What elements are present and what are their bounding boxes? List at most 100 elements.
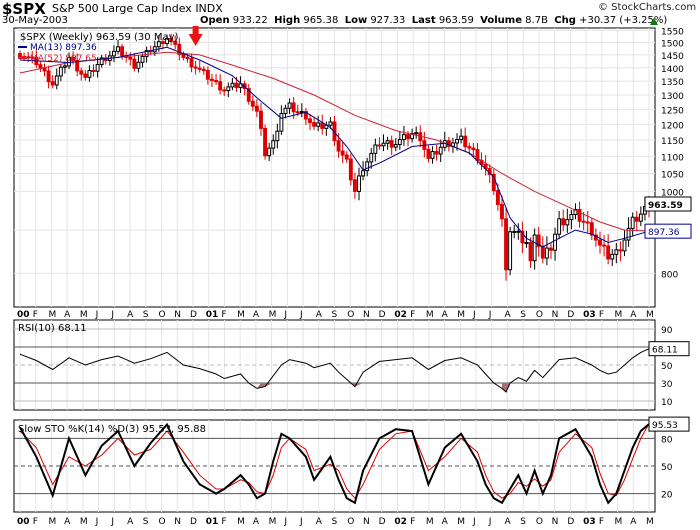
candle-body [504, 218, 508, 271]
x-tick-label: F [221, 517, 226, 527]
candle-body [87, 70, 92, 78]
rsi-last-label: 68.11 [652, 346, 678, 356]
sto-tick-label: 20 [661, 491, 673, 501]
stockcharts-brand[interactable]: © StockCharts.com [598, 2, 697, 13]
candle-body [389, 140, 394, 148]
y-tick-label: 1350 [661, 78, 684, 88]
candle-body [140, 55, 145, 63]
candle-body [430, 151, 435, 159]
candle-body [165, 38, 169, 45]
candle-body [222, 89, 227, 92]
up-triangle-icon [650, 18, 658, 25]
x-tick-label: A [316, 517, 323, 527]
candle-body [455, 139, 459, 144]
candle-body [275, 130, 280, 142]
last-value: 963.59 [438, 15, 474, 26]
volume-label: Volume [480, 15, 522, 26]
x-tick-label: M [646, 310, 654, 320]
x-tick-label: O [536, 310, 543, 320]
candle-body [181, 53, 186, 58]
x-tick-label: F [599, 517, 604, 527]
candle-body [189, 58, 194, 68]
candle-body [79, 70, 84, 75]
candle-body [128, 56, 133, 60]
x-tick-label: 01 [206, 310, 219, 320]
x-tick-label: A [504, 310, 511, 320]
candle-body [381, 142, 386, 147]
x-tick-label: N [363, 310, 370, 320]
x-tick-label: J [299, 310, 303, 320]
x-tick-label: A [64, 517, 71, 527]
candle-body [156, 41, 161, 48]
x-tick-label: J [95, 517, 99, 527]
candle-body [471, 147, 476, 151]
candle-body [540, 245, 545, 259]
y-tick-label: 1500 [661, 39, 684, 49]
candle-body [308, 118, 312, 124]
x-tick-label: A [253, 310, 260, 320]
y-tick-label: 1150 [661, 137, 684, 147]
y-tick-label: 1100 [661, 153, 684, 163]
x-tick-label: M [426, 310, 434, 320]
chg-label: Chg [554, 15, 576, 26]
candle-body [312, 122, 317, 127]
candle-body [328, 121, 333, 126]
chg-value: +30.37 (+3.25%) [579, 15, 668, 26]
candle-body [528, 242, 533, 262]
candle-body [283, 107, 288, 115]
x-tick-label: S [143, 310, 149, 320]
candle-body [618, 249, 623, 252]
x-tick-label: J [488, 517, 492, 527]
x-tick-label: A [253, 517, 260, 527]
date-label: 30-May-2003 [2, 15, 68, 26]
ma13-last-label: 897.36 [648, 228, 680, 238]
x-tick-label: A [504, 517, 511, 527]
candle-body [30, 56, 35, 59]
open-label: Open [200, 15, 230, 26]
candle-body [357, 175, 361, 192]
candle-body [205, 70, 210, 80]
candle-body [91, 70, 96, 73]
candle-body [622, 239, 627, 252]
candle-body [565, 219, 570, 226]
y-tick-label: 1000 [661, 188, 684, 198]
candle-body [463, 135, 468, 148]
x-tick-label: A [630, 310, 637, 320]
low-label: Low [344, 15, 368, 26]
x-tick-label: 02 [394, 517, 407, 527]
candle-body [532, 234, 537, 262]
x-tick-label: 03 [583, 517, 596, 527]
x-tick-label: S [520, 517, 526, 527]
sto-k-line [19, 422, 650, 505]
candle-body [606, 245, 611, 260]
candle-body [230, 82, 235, 88]
candle-body [361, 170, 366, 177]
candle-body [83, 73, 88, 78]
x-tick-label: A [442, 517, 449, 527]
candle-body [557, 218, 562, 235]
volume-value: 8.7B [525, 15, 548, 26]
x-tick-label: 00 [17, 517, 30, 527]
x-tick-label: J [472, 310, 476, 320]
x-tick-label: M [237, 517, 245, 527]
candle-body [295, 111, 300, 114]
candle-body [365, 161, 370, 172]
x-tick-label: D [379, 310, 386, 320]
x-tick-label: M [48, 517, 56, 527]
x-tick-label: O [347, 517, 354, 527]
x-tick-label: N [363, 517, 370, 527]
open-value: 933.22 [232, 15, 268, 26]
candle-body [18, 53, 22, 58]
candle-body [377, 144, 382, 147]
candle-body [500, 203, 504, 220]
y-tick-label: 1200 [661, 121, 684, 131]
candle-body [291, 102, 296, 113]
sto-last-label: 95.53 [652, 421, 678, 431]
candle-body [630, 216, 635, 229]
candle-body [62, 65, 67, 68]
candle-body [271, 140, 276, 149]
y-tick-label: 1050 [661, 170, 684, 180]
candle-body [520, 230, 525, 244]
ma13-line [19, 46, 650, 248]
x-tick-label: F [33, 310, 38, 320]
